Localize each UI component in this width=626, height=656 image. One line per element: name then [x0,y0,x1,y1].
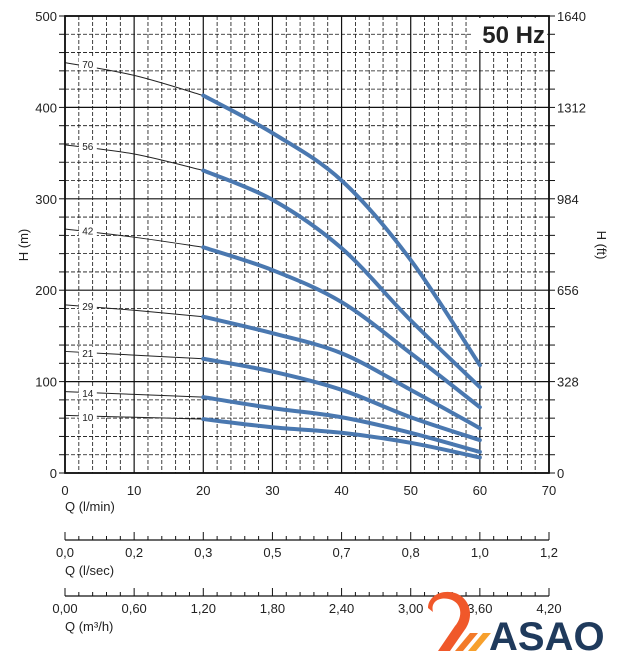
x-tick-label: 70 [542,483,556,498]
y-tick-label-right: 328 [557,375,579,390]
curve-14 [201,395,482,454]
curve-label-background [78,387,97,400]
curve-10 [201,417,482,460]
secondary-tick-label: 1,2 [540,545,558,560]
x-tick-label: 40 [334,483,348,498]
curves: 70 56 42 29 21 14 10 [64,57,482,460]
x-tick-label: 50 [403,483,417,498]
y-tick-label-left: 100 [35,375,57,390]
curve-label-70: 70 [82,60,94,71]
asao-logo: ASAO [428,591,605,656]
y-tick-label-right: 1312 [557,100,586,115]
axes: 0 100 200 300 400 500 0 328 656 984 1312 1640 0 10 20 3… [35,9,586,616]
secondary-tick-label: 1,20 [191,601,216,616]
secondary-tick-label: 0,60 [121,601,146,616]
curve-21 [201,356,482,443]
curve-label-56: 56 [82,142,94,153]
secondary-tick-label: 0,5 [263,545,281,560]
curve-70 [201,93,482,368]
logo-text: ASAO [489,615,605,651]
y-tick-label-left: 400 [35,100,57,115]
y-tick-label-right: 0 [557,466,564,481]
frequency-badge: 50 Hz [482,22,545,49]
curve-label-29: 29 [82,302,94,313]
logo-mark [428,591,471,651]
y-tick-label-left: 500 [35,9,57,24]
logo-stripe [455,633,478,651]
secondary-tick-label: 0,00 [52,601,77,616]
curve-label-background [78,224,97,237]
secondary-tick-label: 1,0 [471,545,489,560]
curve-56 [201,168,482,390]
secondary-tick-label: 0,8 [402,545,420,560]
y-axis-left-label: H (m) [16,229,31,262]
secondary-tick-label: 2,40 [329,601,354,616]
x-tick-label: 0 [61,483,68,498]
secondary-tick-label: 0,2 [125,545,143,560]
y-tick-label-left: 0 [50,466,57,481]
curve-label-10: 10 [82,413,94,424]
grid [64,15,550,474]
curve-29 [201,314,482,431]
y-axis-right-label: H (ft) [594,231,609,260]
secondary-axis-2-label: Q (m³/h) [65,619,113,634]
y-tick-label-left: 200 [35,283,57,298]
y-tick-label-right: 656 [557,283,579,298]
secondary-tick-label: 0,7 [333,545,351,560]
secondary-tick-label: 3,60 [467,601,492,616]
curve-label-14: 14 [82,389,94,400]
curve-42 [201,245,482,410]
secondary-tick-label: 1,80 [260,601,285,616]
x-axis-label: Q (l/min) [65,499,115,514]
logo-stripe [468,633,491,651]
curve-label-background [78,140,97,153]
secondary-tick-label: 0,0 [56,545,74,560]
secondary-tick-label: 0,3 [194,545,212,560]
secondary-axis-1-label: Q (l/sec) [65,563,114,578]
curve-label-background [78,300,97,313]
x-tick-label: 60 [473,483,487,498]
secondary-tick-label: 4,20 [536,601,561,616]
badge-background [471,18,547,50]
plot-frame [64,15,550,474]
curve-label-21: 21 [82,349,94,360]
curve-label-background [78,57,97,70]
curve-label-42: 42 [82,226,94,237]
y-tick-label-right: 1640 [557,9,586,24]
x-tick-label: 30 [265,483,279,498]
curve-label-background [78,346,97,359]
secondary-tick-label: 3,00 [398,601,423,616]
x-tick-label: 10 [127,483,141,498]
y-tick-label-left: 300 [35,192,57,207]
curve-label-background [78,410,97,423]
x-tick-label: 20 [196,483,210,498]
y-tick-label-right: 984 [557,192,579,207]
